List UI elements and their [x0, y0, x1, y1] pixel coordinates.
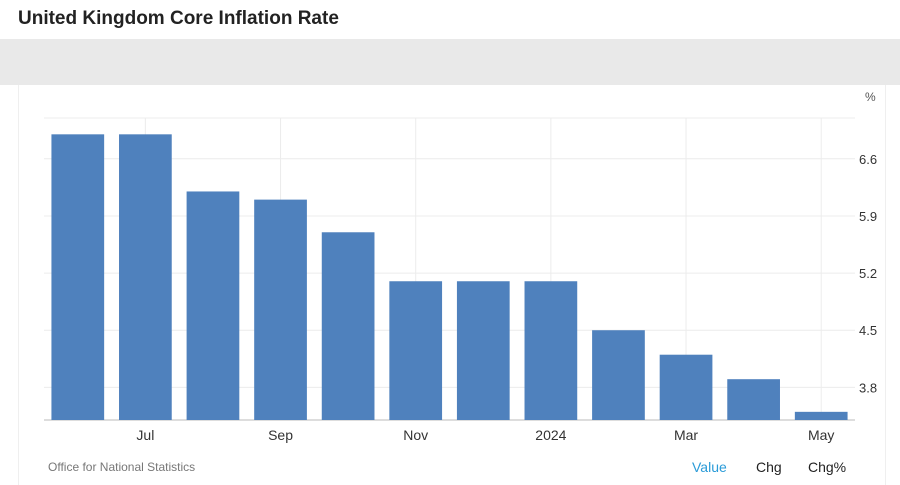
- bars: [51, 134, 848, 420]
- y-tick-label: 5.2: [859, 266, 877, 281]
- bar[interactable]: [524, 281, 578, 420]
- bar-chart: Jul Sep Nov 2024 Mar May 6.6 5.9 5.2 4.5 3.8 %: [44, 90, 877, 443]
- bar[interactable]: [592, 330, 645, 420]
- header-band: [0, 39, 900, 85]
- y-tick-label: 3.8: [859, 380, 877, 395]
- y-tick-label: 6.6: [859, 152, 877, 167]
- bar[interactable]: [321, 232, 375, 420]
- y-tick-label: 4.5: [859, 323, 877, 338]
- chart-container: Jul Sep Nov 2024 Mar May 6.6 5.9 5.2 4.5 3.8 %: [18, 85, 886, 485]
- x-tick-label: Mar: [674, 427, 698, 443]
- source-label: Office for National Statistics: [48, 460, 196, 474]
- y-axis-ticks: 6.6 5.9 5.2 4.5 3.8: [859, 152, 877, 396]
- bar[interactable]: [794, 411, 848, 420]
- tab-chg-percent[interactable]: Chg%: [808, 459, 847, 475]
- bar[interactable]: [727, 379, 780, 420]
- x-tick-label: 2024: [535, 427, 566, 443]
- bar[interactable]: [389, 281, 443, 420]
- bar[interactable]: [119, 134, 172, 420]
- tab-chg[interactable]: Chg: [756, 459, 782, 475]
- grid-lines: [44, 117, 855, 421]
- bar[interactable]: [659, 354, 713, 420]
- x-tick-label: Sep: [268, 427, 293, 443]
- y-tick-label: 5.9: [859, 209, 877, 224]
- bar[interactable]: [51, 134, 105, 420]
- x-tick-label: Nov: [403, 427, 428, 443]
- bar[interactable]: [254, 199, 307, 420]
- bar[interactable]: [186, 191, 240, 420]
- x-tick-label: May: [808, 427, 834, 443]
- unit-label: %: [865, 90, 876, 104]
- page-title: United Kingdom Core Inflation Rate: [18, 8, 339, 29]
- x-axis-ticks: Jul Sep Nov 2024 Mar May: [136, 427, 834, 443]
- tab-value[interactable]: Value: [692, 459, 727, 475]
- bar[interactable]: [456, 281, 510, 420]
- x-tick-label: Jul: [136, 427, 154, 443]
